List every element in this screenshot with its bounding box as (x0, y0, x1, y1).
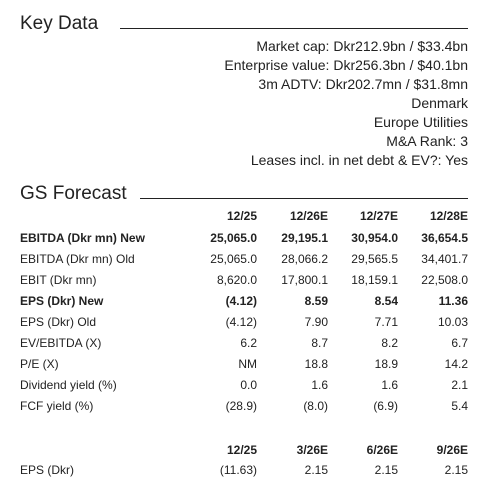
cell-value: 22,508.0 (421, 273, 468, 287)
cell-value: 6.7 (451, 336, 468, 350)
cell-value: 25,065.0 (210, 252, 257, 266)
key-data-title: Key Data (20, 13, 99, 34)
column-header: 3/26E (296, 443, 328, 457)
cell-value: (28.9) (225, 399, 257, 413)
cell-value: 2.15 (304, 463, 328, 477)
cell-value: (4.12) (225, 315, 257, 329)
cell-value: 5.4 (451, 399, 468, 413)
row-label: EV/EBITDA (X) (20, 336, 102, 350)
column-header: 12/27E (359, 209, 398, 223)
cell-value: 0.0 (240, 378, 257, 392)
cell-value: 1.6 (311, 378, 328, 392)
key-data-line: Denmark (411, 95, 468, 111)
row-label: EPS (Dkr) New (20, 294, 104, 308)
column-header: 12/28E (429, 209, 468, 223)
cell-value: 29,565.5 (351, 252, 398, 266)
cell-value: 8.54 (374, 294, 398, 308)
cell-value: (8.0) (303, 399, 328, 413)
key-data-line: Market cap: Dkr212.9bn / $33.4bn (256, 38, 468, 54)
cell-value: 30,954.0 (351, 231, 398, 245)
cell-value: 6.2 (240, 336, 257, 350)
cell-value: 18.8 (304, 357, 328, 371)
cell-value: 8.2 (381, 336, 398, 350)
row-label: EPS (Dkr) (20, 463, 74, 477)
cell-value: 36,654.5 (421, 231, 468, 245)
key-data-line: 3m ADTV: Dkr202.7mn / $31.8mn (258, 76, 468, 92)
row-label: EBIT (Dkr mn) (20, 273, 97, 287)
cell-value: (4.12) (225, 294, 257, 308)
cell-value: 25,065.0 (210, 231, 257, 245)
cell-value: 17,800.1 (281, 273, 328, 287)
cell-value: NM (238, 357, 257, 371)
cell-value: 7.71 (374, 315, 398, 329)
cell-value: 14.2 (444, 357, 468, 371)
column-header: 12/26E (289, 209, 328, 223)
cell-value: 2.15 (374, 463, 398, 477)
cell-value: 8.7 (311, 336, 328, 350)
forecast-title: GS Forecast (20, 183, 127, 204)
column-header: 12/25 (226, 443, 257, 457)
key-data-line: Europe Utilities (373, 114, 468, 130)
cell-value: 7.90 (304, 315, 328, 329)
row-label: FCF yield (%) (20, 399, 94, 413)
cell-value: 29,195.1 (281, 231, 328, 245)
cell-value: 8.59 (304, 294, 328, 308)
cell-value: 18,159.1 (351, 273, 398, 287)
row-label: Dividend yield (%) (20, 378, 117, 392)
row-label: EBITDA (Dkr mn) Old (20, 252, 135, 266)
cell-value: 2.1 (451, 378, 468, 392)
row-label: EBITDA (Dkr mn) New (20, 231, 145, 245)
key-data-line: M&A Rank: 3 (386, 133, 468, 149)
cell-value: 10.03 (437, 315, 468, 329)
rule (140, 198, 468, 199)
key-data-line: Leases incl. in net debt & EV?: Yes (250, 152, 468, 168)
row-label: P/E (X) (20, 357, 59, 371)
cell-value: 8,620.0 (216, 273, 257, 287)
key-data-line: Enterprise value: Dkr256.3bn / $40.1bn (224, 57, 468, 73)
cell-value: 2.15 (444, 463, 468, 477)
cell-value: 18.9 (374, 357, 398, 371)
cell-value: 28,066.2 (281, 252, 328, 266)
cell-value: (6.9) (373, 399, 398, 413)
column-header: 12/25 (226, 209, 257, 223)
rule (120, 28, 468, 29)
cell-value: 1.6 (381, 378, 398, 392)
cell-value: 34,401.7 (421, 252, 468, 266)
column-header: 6/26E (366, 443, 398, 457)
cell-value: 11.36 (438, 294, 468, 308)
column-header: 9/26E (436, 443, 468, 457)
row-label: EPS (Dkr) Old (20, 315, 97, 329)
cell-value: (11.63) (219, 463, 257, 477)
